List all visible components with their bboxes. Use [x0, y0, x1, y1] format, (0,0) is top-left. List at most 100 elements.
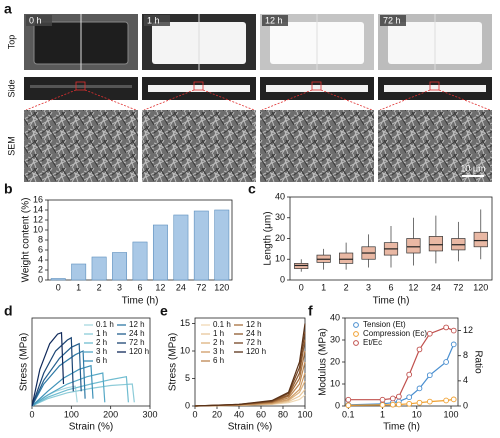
time-label: 1 h — [147, 15, 160, 25]
box — [428, 236, 443, 252]
x-tick-label: 12 — [155, 282, 165, 292]
legend-label: 6 h — [96, 356, 107, 365]
y-tick-label: 0 — [335, 400, 340, 410]
legend-marker — [353, 340, 359, 346]
x-tick-label: 24 — [431, 282, 441, 292]
side-sample — [30, 85, 132, 88]
side-sample — [148, 85, 250, 92]
time-label: 0 h — [29, 15, 42, 25]
x-tick-label: 60 — [256, 409, 266, 419]
legend-label: 6 h — [213, 356, 224, 365]
legend-label: Compression (Ec) — [363, 329, 427, 338]
sem-image — [378, 110, 492, 182]
box — [473, 231, 488, 248]
side-sample — [384, 85, 486, 92]
marker — [426, 372, 433, 379]
legend-label: 72 h — [246, 338, 262, 347]
y-tick-label: 10 — [33, 224, 43, 234]
sem-image — [24, 110, 138, 182]
label-bg — [262, 15, 288, 26]
marker — [416, 346, 423, 353]
y-tick-label: 0 — [185, 400, 190, 410]
y-axis-label: Modulus (MPa) — [318, 328, 329, 396]
curve — [31, 383, 135, 407]
x-tick-label: 120 — [214, 282, 229, 292]
x-tick-label: 100 — [297, 409, 312, 419]
legend-label: 0.1 h — [213, 320, 231, 329]
side-photo — [24, 77, 138, 100]
time-label: 72 h — [383, 15, 401, 25]
marker — [443, 359, 449, 365]
zoom-box — [75, 81, 86, 91]
y2-tick-label: 8 — [463, 350, 468, 360]
legend-label: 2 h — [96, 338, 107, 347]
x-tick-label: 300 — [142, 409, 157, 419]
marker — [416, 399, 423, 406]
curve — [31, 331, 65, 407]
legend-label: 12 h — [129, 320, 145, 329]
x-tick-label: 12 — [408, 282, 418, 292]
x-tick-label: 0 — [299, 282, 304, 292]
x-tick-label: 24 — [176, 282, 186, 292]
x-tick-label: 3 — [366, 282, 371, 292]
marker — [443, 324, 449, 331]
y-tick-label: 40 — [275, 191, 285, 201]
x-tick-label: 6 — [137, 282, 142, 292]
sem-image — [142, 110, 256, 182]
y-tick-label: 2 — [38, 264, 43, 274]
x-tick-label: 100 — [443, 409, 458, 419]
y2-tick-label: 12 — [463, 325, 473, 335]
legend-label: 1 h — [96, 329, 107, 338]
bar — [214, 209, 230, 281]
legend-marker — [353, 331, 359, 337]
scale-label: 10 μm — [460, 163, 485, 173]
x-tick-label: 0.1 — [342, 409, 355, 419]
row-label: Top — [6, 35, 16, 50]
marker — [390, 395, 396, 402]
side-sample — [266, 85, 368, 92]
zoom-lines — [261, 89, 373, 111]
y-tick-label: 16 — [33, 194, 43, 204]
marker — [390, 401, 396, 408]
panel-letter: f — [308, 303, 313, 319]
panel-letter: d — [4, 303, 13, 319]
x-tick-label: 72 — [453, 282, 463, 292]
label-bg — [380, 15, 406, 26]
y-tick-label: 12 — [33, 214, 43, 224]
y-tick-label: 20 — [275, 233, 285, 243]
marker — [406, 394, 413, 401]
marker — [345, 402, 352, 409]
x-axis-label: Time (h) — [373, 296, 410, 307]
marker — [450, 327, 457, 334]
y-tick-label: 4 — [38, 254, 43, 264]
y-tick-label: 30 — [275, 212, 285, 222]
y-tick-label: 0 — [280, 274, 285, 284]
x-tick-label: 10 — [412, 409, 422, 419]
plot-frame — [31, 317, 151, 407]
curve — [194, 323, 306, 407]
legend-marker — [353, 322, 359, 328]
legend-label: 3 h — [96, 347, 107, 356]
row-label: Side — [6, 79, 16, 97]
x-tick-label: 100 — [64, 409, 79, 419]
legend-label: 1 h — [213, 329, 224, 338]
x-tick-label: 6 — [388, 282, 393, 292]
marker — [345, 396, 352, 403]
panel-letter: a — [4, 1, 12, 17]
x-tick-label: 2 — [344, 282, 349, 292]
y-tick-label: 20 — [330, 356, 340, 366]
y-tick-label: 10 — [180, 345, 190, 355]
x-tick-label: 0 — [56, 282, 61, 292]
label-bg — [144, 15, 170, 26]
legend-label: 24 h — [246, 329, 262, 338]
panel-letter: c — [248, 181, 256, 197]
marker — [379, 396, 386, 403]
x-tick-label: 72 — [196, 282, 206, 292]
bar — [193, 210, 209, 281]
y-tick-label: 14 — [33, 204, 43, 214]
y-axis-label: Length (μm) — [263, 211, 274, 265]
x-tick-label: 120 — [473, 282, 488, 292]
marker — [450, 341, 457, 348]
y-tick-label: 8 — [38, 234, 43, 244]
y-tick-label: 40 — [330, 312, 340, 322]
